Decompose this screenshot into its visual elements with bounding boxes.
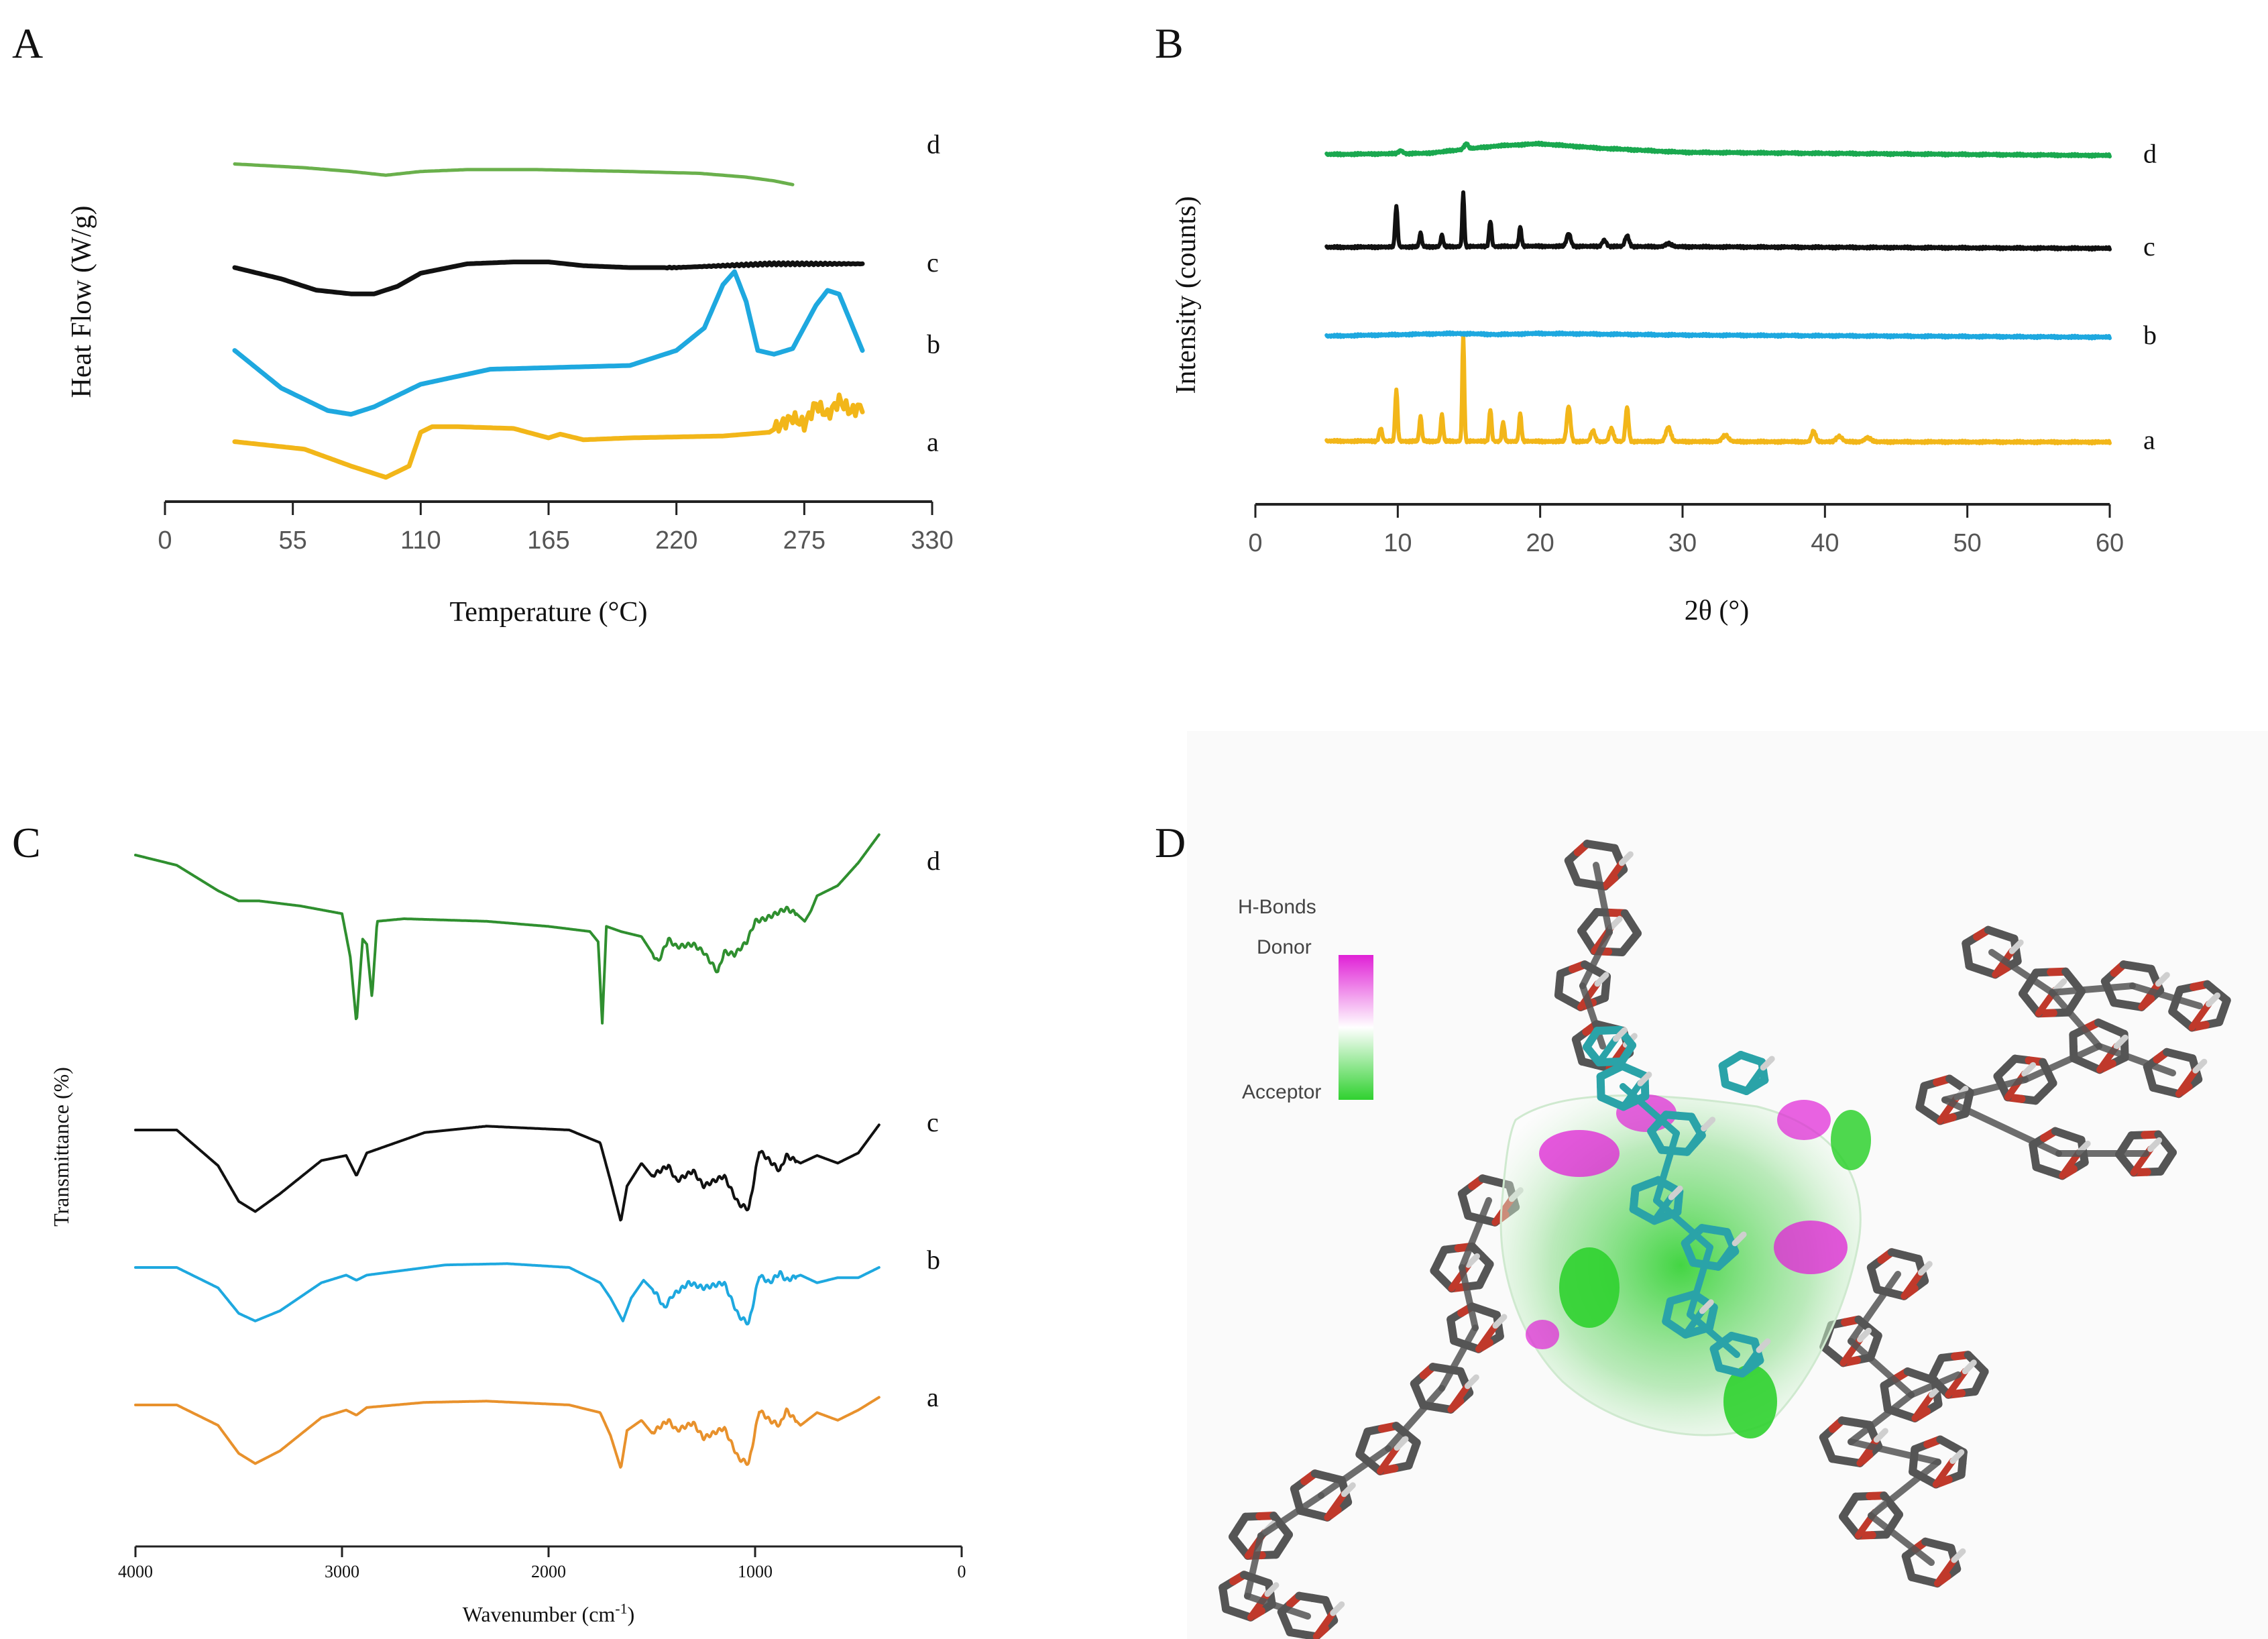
c-tick-label-2: 2000 [531,1562,566,1581]
dsc-y-axis-title: Heat Flow (W/g) [66,206,97,398]
a-tick-label-5: 275 [783,526,826,555]
panel-label-c: C [12,819,41,866]
ftir-x-axis-title-main: Wavenumber (cm [463,1602,616,1626]
xrd-series-label-c: c [2143,231,2155,262]
b-tick-label-3: 30 [1668,529,1697,557]
xrd-chart: 0 10 20 30 40 50 60 a b c d 2θ (°) Intensity (cou… [1171,138,2157,626]
a-tick-label-4: 220 [655,526,697,555]
hbond-legend-title: H-Bonds [1238,896,1316,918]
a-tick-label-0: 0 [158,526,172,555]
ftir-series-d [134,833,881,1025]
b-tick-label-5: 50 [1953,529,1982,557]
c-tick-label-3: 1000 [738,1562,773,1581]
a-tick-label-2: 110 [400,526,441,555]
ftir-series-c [134,1123,881,1222]
xrd-series-label-a: a [2143,425,2155,455]
ftir-series-a [134,1396,881,1469]
b-tick-label-6: 60 [2096,529,2124,557]
xrd-x-axis-title: 2θ (°) [1685,596,1749,626]
panel-label-b: B [1155,19,1184,67]
ftir-chart: 4000 3000 2000 1000 0 a b c d Wavenumber (cm-1)… [49,833,966,1626]
hbond-legend-gradient [1339,955,1373,1100]
b-tick-label-1: 10 [1383,529,1412,557]
b-tick-label-4: 40 [1811,529,1839,557]
panel-label-a: A [12,19,43,67]
c-tick-label-1: 3000 [325,1562,359,1581]
xrd-series-c [1324,190,2112,252]
ftir-x-axis-title: Wavenumber (cm-1) [463,1600,635,1626]
a-tick-label-6: 330 [911,526,953,555]
dsc-series-label-c: c [927,247,939,278]
xrd-y-axis-title: Intensity (counts) [1171,196,1202,394]
hbond-legend-donor: Donor [1257,936,1312,958]
panel-label-d: D [1155,819,1186,866]
dsc-series-label-b: b [927,329,940,359]
ligand-sticks [1583,1025,1775,1378]
dsc-series-label-d: d [927,129,940,160]
c-tick-label-0: 4000 [118,1562,153,1581]
ftir-series-label-d: d [927,846,940,876]
ftir-series-b [134,1262,881,1326]
dsc-series-a [232,392,865,480]
hbond-legend-acceptor: Acceptor [1242,1081,1321,1103]
cyclodextrin-sticks [1218,840,2231,1639]
ftir-series-label-c: c [927,1107,939,1137]
xrd-series-b [1324,330,2112,341]
docking-image: H-Bonds Donor Acceptor [1187,731,2268,1639]
dsc-chart: 0 55 110 165 220 275 330 a b c d Temperature (°C)… [66,129,954,628]
xrd-series-a [1324,331,2112,446]
xrd-series-label-d: d [2143,138,2157,168]
b-tick-label-2: 20 [1526,529,1554,557]
dsc-series-b [232,269,865,417]
dsc-series-d [233,162,795,186]
ftir-series-label-b: b [927,1245,940,1275]
ftir-x-axis-title-sup: -1 [615,1600,627,1617]
dsc-series-c [232,260,865,296]
ftir-y-axis-title: Transmittance (%) [49,1067,73,1227]
xrd-series-label-b: b [2143,320,2157,350]
ftir-x-axis-title-end: ) [628,1602,635,1626]
hbond-surface [1499,1094,1871,1438]
b-tick-label-0: 0 [1248,529,1262,557]
dsc-x-axis-title: Temperature (°C) [450,597,648,628]
dsc-series-label-a: a [927,427,939,457]
ftir-series-label-a: a [927,1382,939,1412]
xrd-series-d [1324,140,2112,159]
a-tick-label-1: 55 [279,526,307,555]
a-tick-label-3: 165 [527,526,569,555]
c-tick-label-4: 0 [958,1562,966,1581]
